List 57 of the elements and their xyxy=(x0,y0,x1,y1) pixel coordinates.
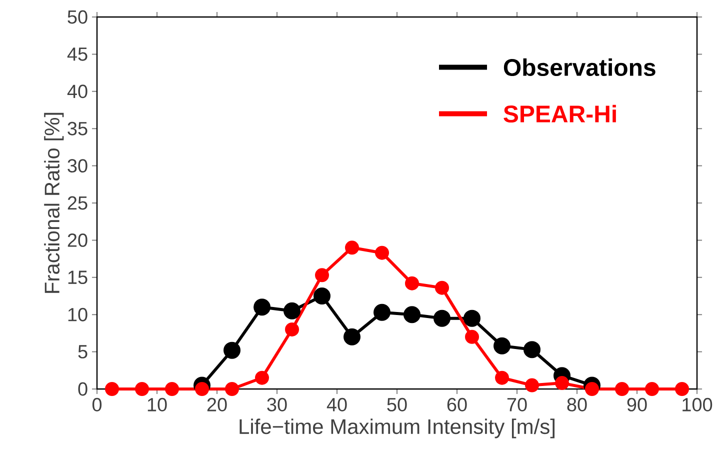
x-tick-label: 60 xyxy=(447,398,467,412)
y-tick-label: 0 xyxy=(78,382,88,396)
y-tick-label: 35 xyxy=(68,122,88,136)
point xyxy=(524,341,541,358)
point xyxy=(254,298,271,316)
point xyxy=(645,382,660,396)
x-tick-label: 50 xyxy=(387,398,407,412)
point xyxy=(315,268,330,282)
point xyxy=(285,322,300,336)
point xyxy=(375,246,390,260)
y-tick-label: 15 xyxy=(68,270,88,284)
point xyxy=(255,370,270,385)
point xyxy=(284,302,301,320)
point xyxy=(465,330,480,344)
x-tick-label: 20 xyxy=(207,398,227,412)
point xyxy=(435,280,450,295)
point xyxy=(314,288,331,304)
point xyxy=(105,382,120,396)
point xyxy=(224,342,241,359)
point xyxy=(374,304,391,321)
y-tick-label: 30 xyxy=(68,159,88,173)
point xyxy=(195,382,210,396)
point xyxy=(464,310,481,327)
x-tick-label: 100 xyxy=(682,398,712,412)
point xyxy=(135,382,150,396)
x-tick-label: 40 xyxy=(326,398,347,412)
y-tick-label: 10 xyxy=(68,308,88,322)
legend-label: SPEAR-Hi xyxy=(504,104,616,123)
y-tick-label: 50 xyxy=(68,10,88,24)
legend-label: Observations xyxy=(504,58,656,76)
point xyxy=(494,337,511,354)
y-tick-label: 40 xyxy=(67,84,88,98)
point xyxy=(434,310,451,327)
x-tick-label: 10 xyxy=(148,398,167,412)
y-tick-label: 20 xyxy=(68,233,88,247)
x-tick-label: 30 xyxy=(267,398,287,412)
point xyxy=(165,382,180,396)
point xyxy=(404,306,421,324)
point xyxy=(555,376,570,390)
point xyxy=(525,378,540,392)
point xyxy=(345,240,360,255)
point xyxy=(405,276,420,290)
point xyxy=(585,382,600,396)
y-tick-label: 25 xyxy=(68,196,88,210)
point xyxy=(495,370,510,385)
point xyxy=(615,382,630,396)
point xyxy=(675,382,690,396)
point xyxy=(225,382,240,396)
x-axis-title: Life−time Maximum Intensity [m/s] xyxy=(240,418,554,438)
y-tick-label: 5 xyxy=(78,345,88,358)
x-tick-label: 90 xyxy=(627,398,647,412)
point xyxy=(344,328,361,346)
x-tick-label: 80 xyxy=(567,398,587,412)
x-tick-label: 0 xyxy=(92,398,102,412)
y-axis-title: Fractional Ratio [%] xyxy=(44,112,64,293)
x-tick-label: 70 xyxy=(507,398,527,412)
y-tick-label: 45 xyxy=(67,48,88,61)
